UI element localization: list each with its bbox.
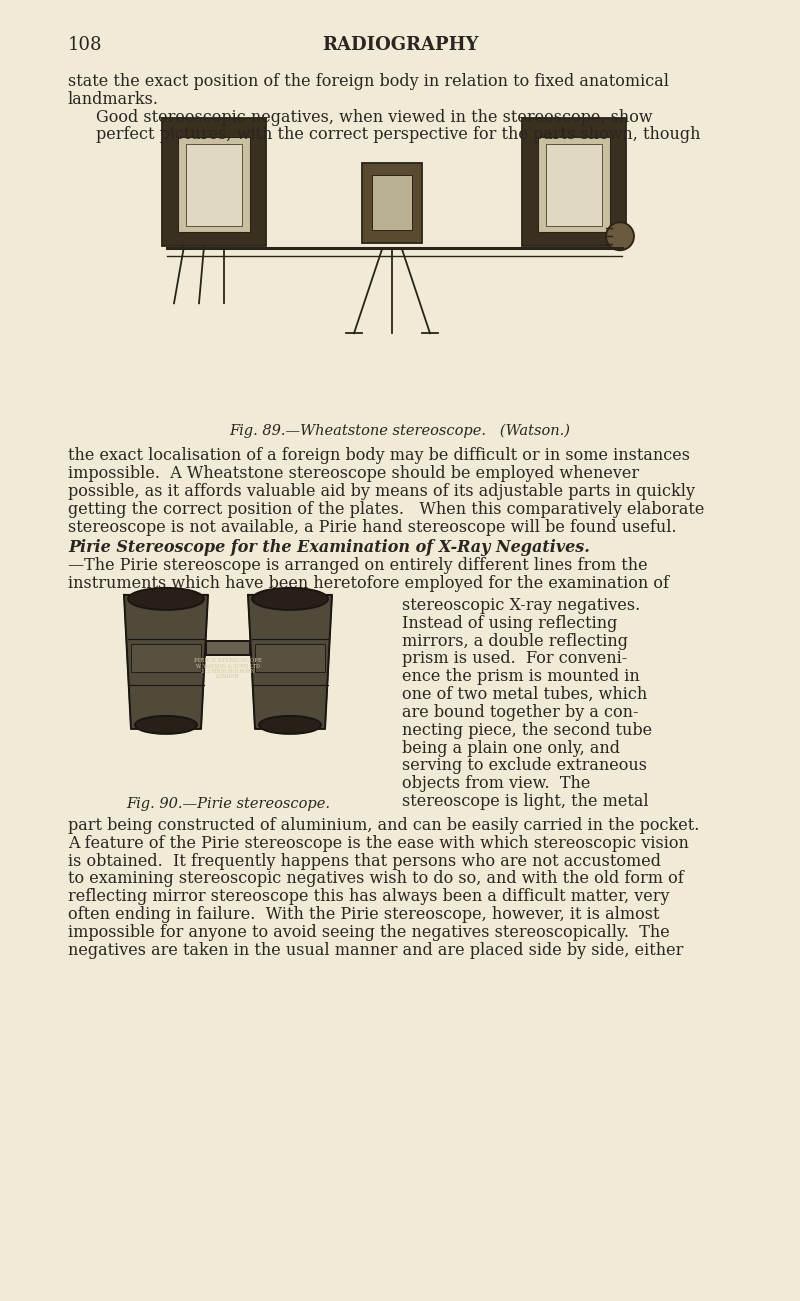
Ellipse shape	[259, 716, 321, 734]
Bar	[255, 644, 325, 671]
Polygon shape	[248, 595, 332, 729]
Bar	[538, 138, 610, 233]
Text: RADIOGRAPHY: RADIOGRAPHY	[322, 36, 478, 55]
Bar	[362, 164, 422, 243]
Text: possible, as it affords valuable aid by means of its adjustable parts in quickly: possible, as it affords valuable aid by …	[68, 483, 695, 500]
Text: W. WATSON & SONS LTD: W. WATSON & SONS LTD	[196, 664, 260, 669]
Text: A feature of the Pirie stereoscope is the ease with which stereoscopic vision: A feature of the Pirie stereoscope is th…	[68, 835, 689, 852]
Text: —The Pirie stereoscope is arranged on entirely different lines from the: —The Pirie stereoscope is arranged on en…	[68, 557, 648, 574]
Text: stereoscope is light, the metal: stereoscope is light, the metal	[402, 794, 649, 811]
Text: LONDON: LONDON	[216, 674, 240, 679]
Text: the exact localisation of a foreign body may be difficult or in some instances: the exact localisation of a foreign body…	[68, 448, 690, 464]
Text: serving to exclude extraneous: serving to exclude extraneous	[402, 757, 647, 774]
Polygon shape	[124, 595, 208, 729]
Text: impossible for anyone to avoid seeing the negatives stereoscopically.  The: impossible for anyone to avoid seeing th…	[68, 924, 670, 941]
Text: being a plain one only, and: being a plain one only, and	[402, 739, 620, 756]
Text: are bound together by a con-: are bound together by a con-	[402, 704, 638, 721]
Text: impossible.  A Wheatstone stereoscope should be employed whenever: impossible. A Wheatstone stereoscope sho…	[68, 466, 639, 483]
Text: stereoscope is not available, a Pirie hand stereoscope will be found useful.: stereoscope is not available, a Pirie ha…	[68, 519, 677, 536]
Bar	[546, 144, 602, 226]
Text: prism is used.  For conveni-: prism is used. For conveni-	[402, 650, 627, 667]
Ellipse shape	[135, 716, 197, 734]
Bar	[372, 176, 412, 230]
Text: Pirie Stereoscope for the Examination of X-Ray Negatives.: Pirie Stereoscope for the Examination of…	[68, 540, 590, 557]
Bar	[186, 144, 242, 226]
Text: perfect pictures, with the correct perspective for the parts shown, though: perfect pictures, with the correct persp…	[96, 126, 701, 143]
Text: Fig. 90.—Pirie stereoscope.: Fig. 90.—Pirie stereoscope.	[126, 798, 330, 811]
Text: 108: 108	[68, 36, 102, 55]
Text: instruments which have been heretofore employed for the examination of: instruments which have been heretofore e…	[68, 575, 669, 592]
Circle shape	[606, 222, 634, 250]
Text: stereoscopic X-ray negatives.: stereoscopic X-ray negatives.	[402, 597, 640, 614]
Bar	[206, 641, 250, 654]
Bar	[522, 118, 626, 246]
Text: 313 HIGH HOLBORN: 313 HIGH HOLBORN	[201, 669, 255, 674]
Ellipse shape	[252, 588, 328, 610]
Text: reflecting mirror stereoscope this has always been a difficult matter, very: reflecting mirror stereoscope this has a…	[68, 889, 670, 905]
Text: Instead of using reflecting: Instead of using reflecting	[402, 615, 618, 632]
Bar	[162, 118, 266, 246]
Text: to examining stereoscopic negatives wish to do so, and with the old form of: to examining stereoscopic negatives wish…	[68, 870, 684, 887]
Text: mirrors, a double reflecting: mirrors, a double reflecting	[402, 632, 628, 649]
Text: PIRIE'S STEREOSCOPE: PIRIE'S STEREOSCOPE	[194, 658, 262, 664]
Text: state the exact position of the foreign body in relation to fixed anatomical: state the exact position of the foreign …	[68, 73, 669, 90]
Bar	[131, 644, 201, 671]
Text: one of two metal tubes, which: one of two metal tubes, which	[402, 686, 647, 703]
Text: getting the correct position of the plates.   When this comparatively elaborate: getting the correct position of the plat…	[68, 501, 704, 518]
Bar	[178, 138, 250, 233]
Text: negatives are taken in the usual manner and are placed side by side, either: negatives are taken in the usual manner …	[68, 942, 683, 959]
Text: necting piece, the second tube: necting piece, the second tube	[402, 722, 652, 739]
Text: part being constructed of aluminium, and can be easily carried in the pocket.: part being constructed of aluminium, and…	[68, 817, 699, 834]
Text: landmarks.: landmarks.	[68, 91, 159, 108]
Text: ence the prism is mounted in: ence the prism is mounted in	[402, 669, 640, 686]
Text: often ending in failure.  With the Pirie stereoscope, however, it is almost: often ending in failure. With the Pirie …	[68, 905, 659, 922]
Text: Good stereoscopic negatives, when viewed in the stereoscope, show: Good stereoscopic negatives, when viewed…	[96, 109, 653, 126]
Ellipse shape	[128, 588, 204, 610]
Text: is obtained.  It frequently happens that persons who are not accustomed: is obtained. It frequently happens that …	[68, 852, 661, 869]
Text: objects from view.  The: objects from view. The	[402, 775, 590, 792]
Text: Fig. 89.—Wheatstone stereoscope.   (Watson.): Fig. 89.—Wheatstone stereoscope. (Watson…	[230, 423, 570, 437]
